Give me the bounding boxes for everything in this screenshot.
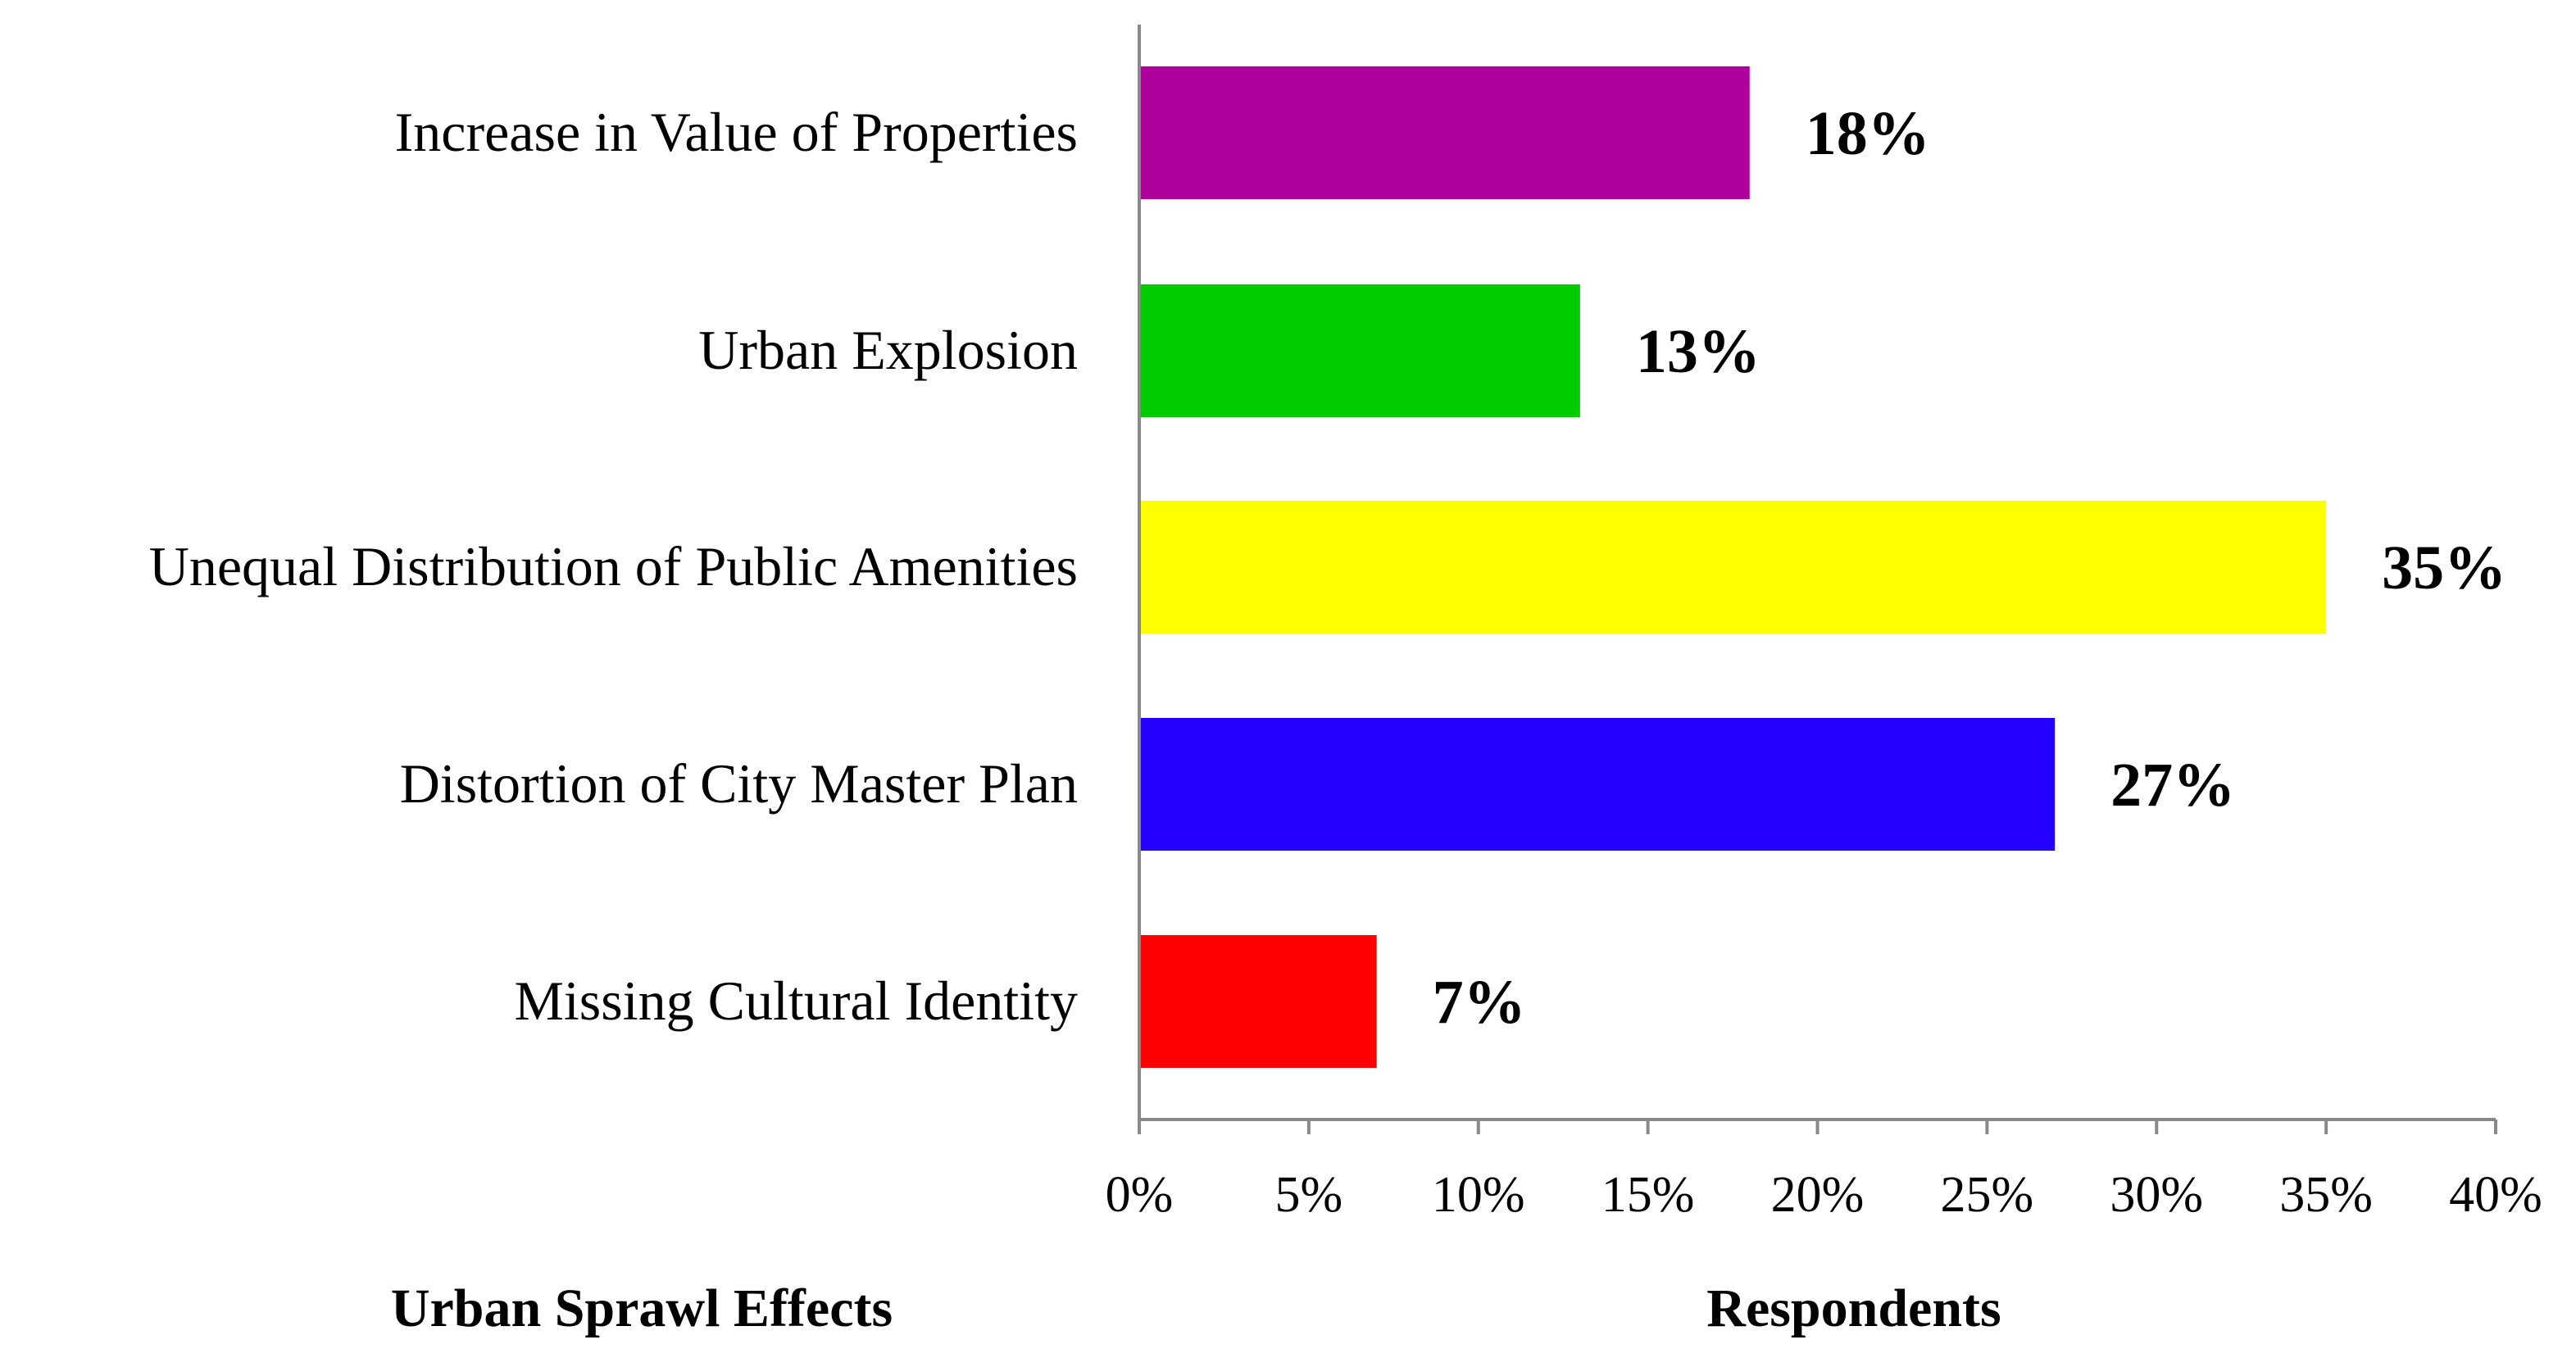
x-tick-label-3: 15% [1601,1167,1695,1223]
data-label-5: 7% [1433,968,1526,1037]
y-axis-title: Urban Sprawl Effects [391,1278,893,1338]
category-label-5: Missing Cultural Identity [514,970,1078,1032]
x-tick-label-5: 25% [1941,1167,2034,1223]
data-labels-layer: 18% 13% 35% 27% 7% [1433,99,2507,1037]
data-label-1: 18% [1806,99,1930,168]
x-ticks-layer: 0% 5% 10% 15% 20% 25% 30% 35% 40% [1106,1119,2542,1223]
x-tick-label-4: 20% [1771,1167,1865,1223]
x-tick-label-2: 10% [1432,1167,1525,1223]
x-tick-label-0: 0% [1106,1167,1174,1223]
bar-2 [1141,284,1580,417]
x-tick-label-7: 35% [2279,1167,2373,1223]
x-tick-label-6: 30% [2110,1167,2203,1223]
category-label-3: Unequal Distribution of Public Amenities [149,535,1078,597]
x-tick-label-8: 40% [2449,1167,2542,1223]
bar-4 [1141,718,2056,851]
x-axis-title: Respondents [1706,1278,2001,1338]
x-tick-label-1: 5% [1275,1167,1343,1223]
category-label-2: Urban Explosion [698,319,1078,381]
data-label-4: 27% [2110,751,2235,820]
bar-1 [1141,66,1750,199]
bar-5 [1141,935,1377,1068]
category-label-1: Increase in Value of Properties [395,101,1078,163]
bar-3 [1141,501,2327,634]
bars-layer [1141,66,2327,1068]
category-label-4: Distortion of City Master Plan [400,752,1078,815]
data-label-3: 35% [2382,534,2506,602]
data-label-2: 13% [1636,317,1760,386]
category-labels-layer: Increase in Value of Properties Urban Exp… [149,101,1078,1032]
